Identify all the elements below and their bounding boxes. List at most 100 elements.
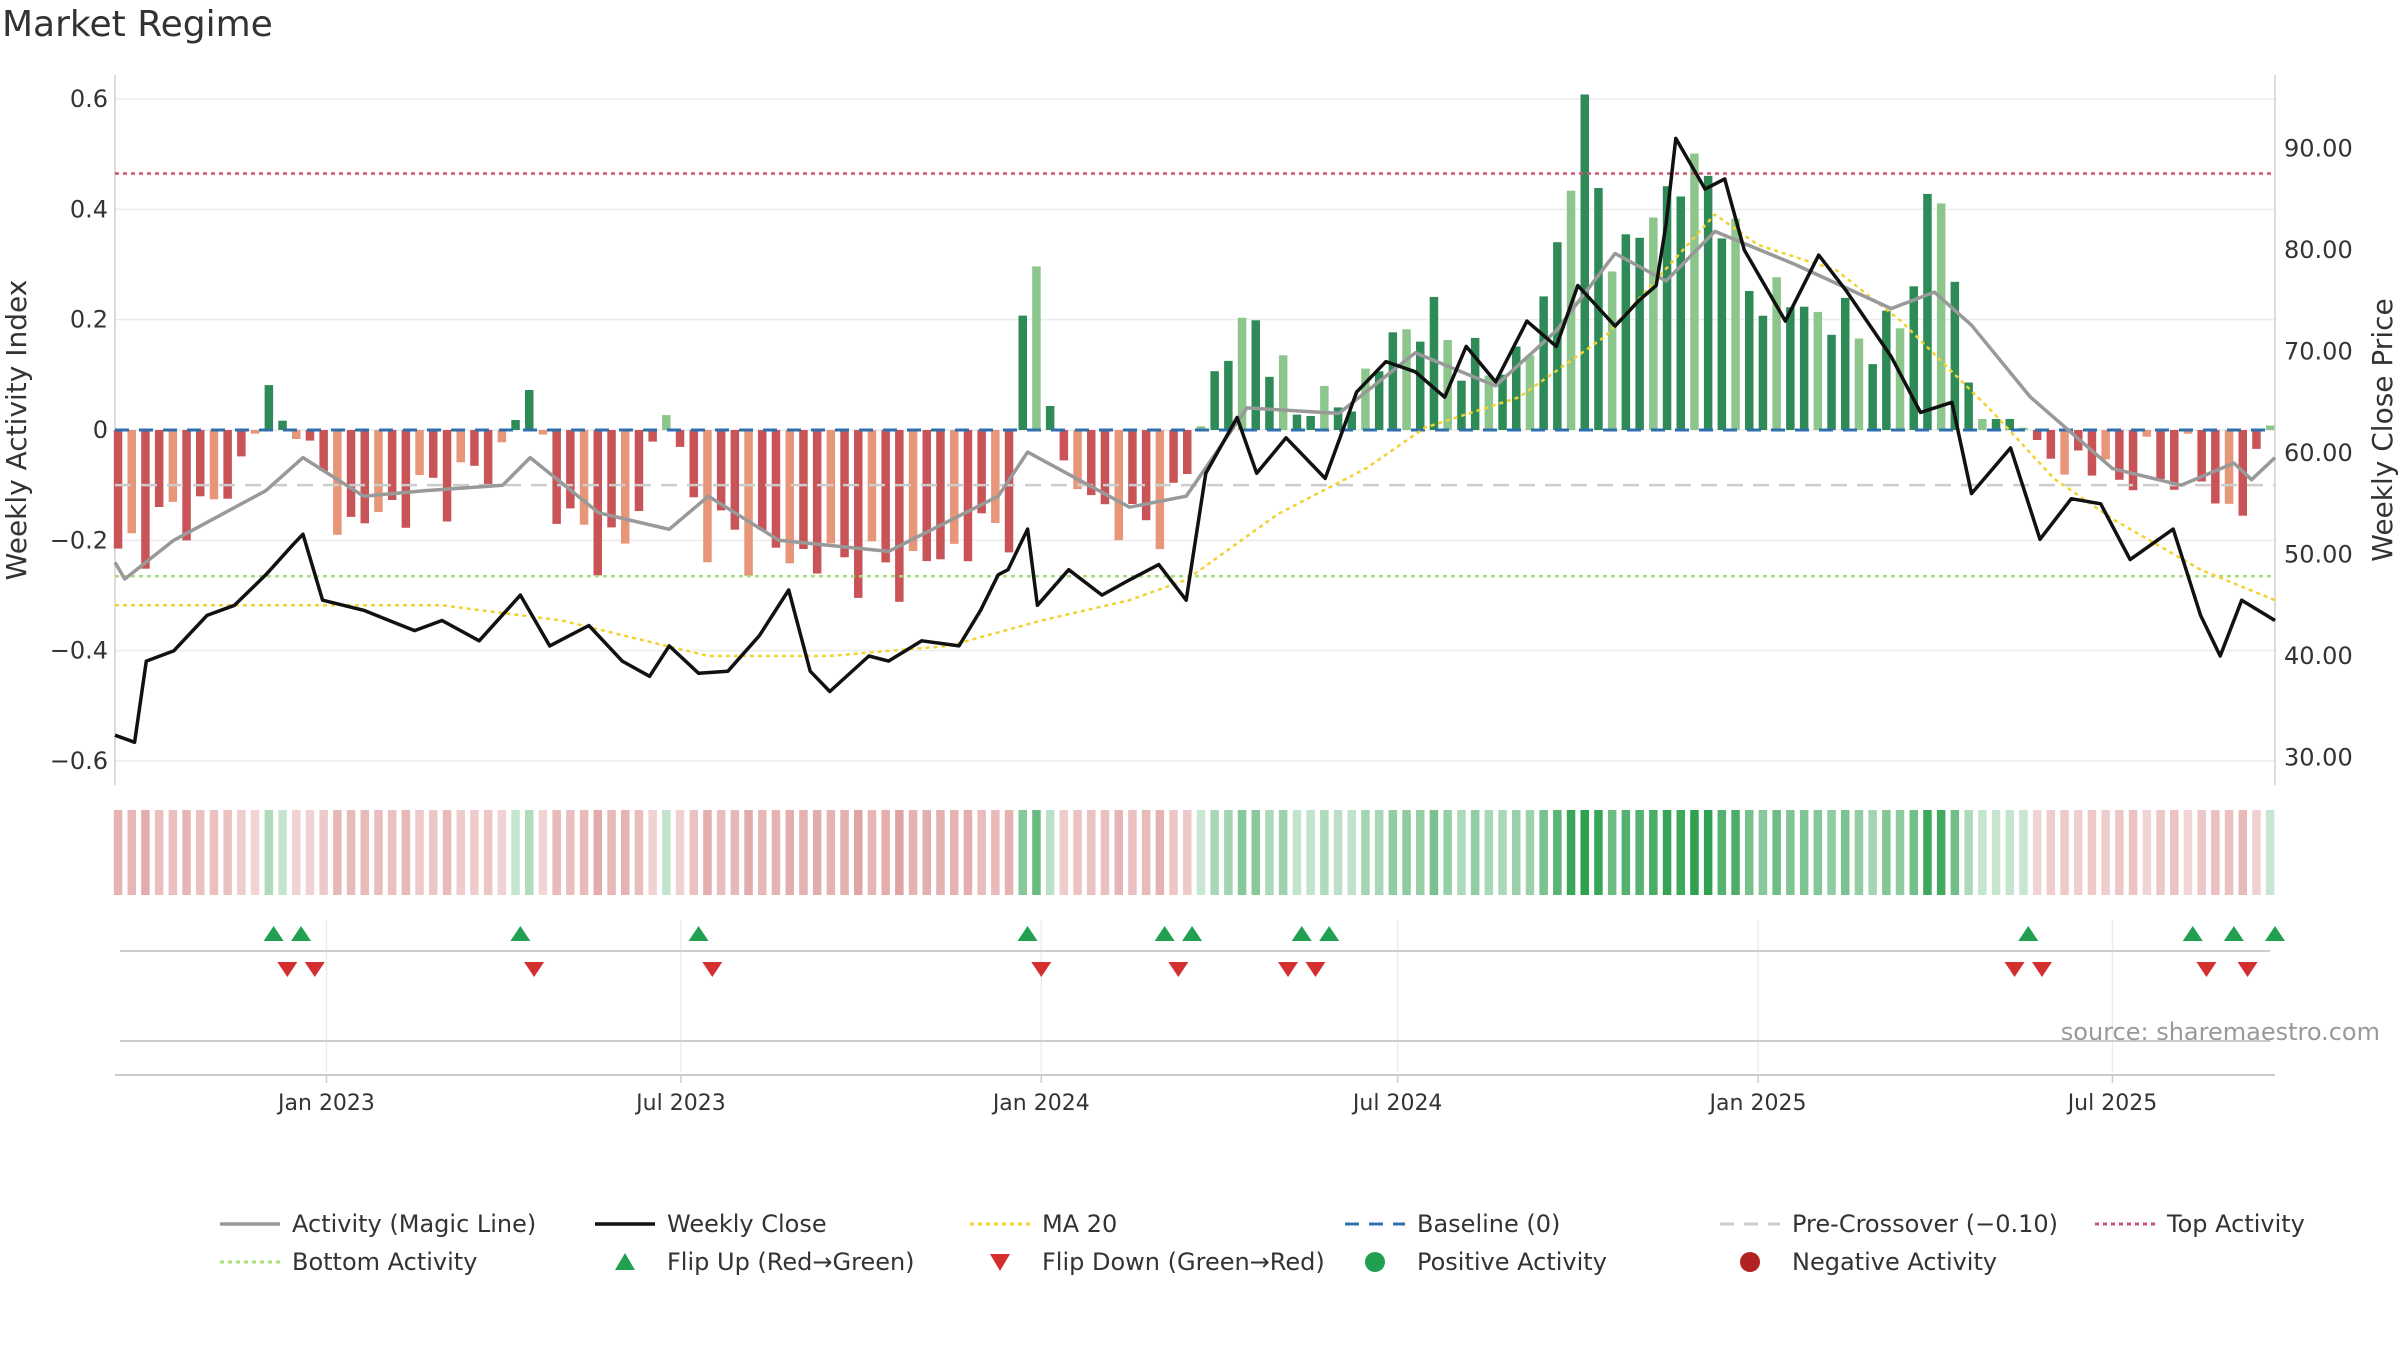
flip-down-marker — [524, 962, 545, 977]
regime-strip-cell — [662, 810, 671, 895]
activity-bar — [1183, 430, 1192, 474]
activity-bar — [771, 430, 781, 548]
regime-strip-cell — [113, 810, 123, 895]
regime-strip-cell — [2197, 810, 2206, 895]
activity-bar — [2170, 430, 2179, 490]
activity-bar — [1443, 340, 1452, 430]
activity-bar — [250, 430, 260, 434]
flip-up-marker — [1291, 926, 1312, 941]
activity-bar — [1210, 371, 1219, 430]
activity-bar — [2032, 430, 2042, 440]
activity-bar — [1320, 385, 1329, 430]
regime-strip-cell — [1210, 810, 1219, 895]
regime-strip-cell — [470, 810, 479, 895]
activity-bar — [1196, 426, 1206, 430]
regime-strip-cell — [483, 810, 493, 895]
regime-strip-cell — [2170, 810, 2179, 895]
legend-item: MA 20 — [970, 1210, 1117, 1238]
flip-down-marker — [1305, 962, 1326, 977]
regime-strip-cell — [621, 810, 630, 895]
regime-strip-cell — [1703, 810, 1713, 895]
activity-bar — [1128, 430, 1137, 504]
activity-bar — [991, 430, 1000, 523]
flip-up-marker — [688, 926, 709, 941]
activity-bar — [621, 430, 630, 544]
y2-tick-label: 60.00 — [2284, 439, 2353, 467]
regime-strip-cell — [1868, 810, 1877, 895]
activity-bar — [1347, 411, 1356, 430]
regime-strip-cell — [1059, 810, 1069, 895]
activity-bar — [264, 385, 274, 430]
activity-bar — [1786, 307, 1795, 430]
legend-item: Baseline (0) — [1345, 1210, 1560, 1238]
activity-bar — [1717, 238, 1727, 430]
activity-bar — [1100, 430, 1110, 505]
flip-up-marker — [1017, 926, 1038, 941]
activity-bar — [470, 430, 479, 466]
activity-bar — [634, 430, 644, 511]
x-tick-label: Jan 2024 — [991, 1091, 1090, 1116]
regime-strip-cell — [1649, 810, 1658, 895]
regime-strip-cell — [1292, 810, 1302, 895]
regime-strip-cell — [579, 810, 589, 895]
regime-strip-cell — [1772, 810, 1781, 895]
regime-strip-cell — [840, 810, 849, 895]
regime-strip-cell — [1758, 810, 1768, 895]
y2-axis-label: Weekly Close Price — [2366, 298, 2399, 561]
legend-dot-icon — [1365, 1252, 1385, 1272]
regime-strip-cell — [908, 810, 918, 895]
regime-strip-cell — [1402, 810, 1411, 895]
activity-bar — [2197, 430, 2206, 482]
activity-bar — [881, 430, 890, 563]
regime-strip-cell — [429, 810, 438, 895]
legend-label: Pre-Crossover (−0.10) — [1792, 1210, 2058, 1238]
regime-strip-cell — [1717, 810, 1727, 895]
regime-strip-cell — [1882, 810, 1891, 895]
activity-bar — [1950, 281, 1960, 430]
regime-strip-cell — [1690, 810, 1699, 895]
activity-bar — [607, 430, 616, 528]
flip-down-marker — [304, 962, 325, 977]
flip-down-marker — [1168, 962, 1189, 977]
regime-strip-cell — [593, 810, 602, 895]
regime-strip-cell — [1333, 810, 1343, 895]
regime-strip-cell — [2019, 810, 2028, 895]
activity-bar — [1703, 175, 1713, 430]
regime-strip-cell — [1854, 810, 1864, 895]
activity-bar — [1676, 196, 1685, 430]
regime-strip-cell — [2156, 810, 2165, 895]
activity-bar — [977, 430, 986, 514]
regime-strip-cell — [1320, 810, 1329, 895]
activity-bar — [456, 430, 465, 463]
regime-strip-cell — [127, 810, 136, 895]
activity-bar — [1484, 375, 1494, 430]
regime-strip-cell — [1388, 810, 1398, 895]
activity-bar — [1169, 430, 1178, 483]
activity-bar — [1868, 364, 1877, 430]
regime-strip-cell — [154, 810, 164, 895]
regime-strip-cell — [716, 810, 726, 895]
y-tick-label: −0.2 — [50, 526, 108, 554]
flip-down-marker — [277, 962, 298, 977]
regime-strip-cell — [305, 810, 315, 895]
regime-strip-cell — [1484, 810, 1494, 895]
ma20-line — [115, 213, 2276, 658]
y2-tick-label: 50.00 — [2284, 541, 2353, 569]
activity-bar — [908, 430, 918, 551]
legend-label: Weekly Close — [667, 1210, 827, 1238]
regime-strip-cell — [292, 810, 301, 895]
activity-bar — [1265, 376, 1274, 430]
activity-bar — [1032, 266, 1041, 430]
regime-strip-cell — [1827, 810, 1836, 895]
activity-bar — [744, 430, 753, 576]
activity-bar — [1923, 193, 1932, 430]
activity-bar — [1224, 360, 1233, 430]
regime-strip-cell — [2238, 810, 2247, 895]
legend-flip-down-icon — [990, 1254, 1010, 1271]
regime-strip-cell — [1991, 810, 2001, 895]
activity-bar — [2183, 430, 2193, 434]
activity-bar — [168, 430, 178, 502]
regime-strip-cell — [607, 810, 616, 895]
activity-bar — [1251, 320, 1260, 430]
activity-bar — [1731, 218, 1740, 430]
